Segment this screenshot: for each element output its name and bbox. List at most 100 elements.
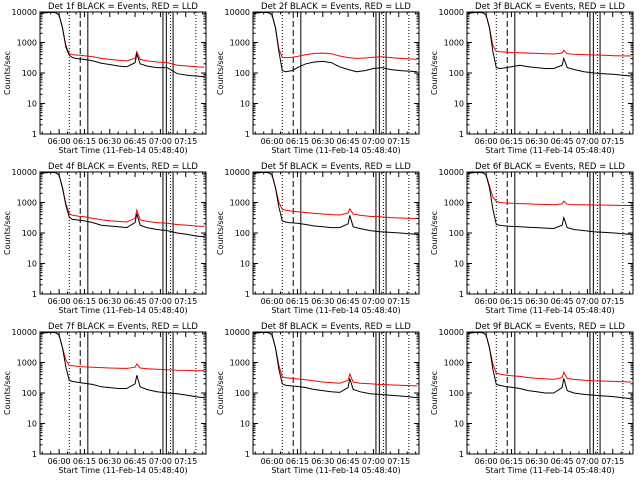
y-tick-label: 1000 — [230, 359, 250, 368]
y-tick-label: 10 — [27, 260, 37, 269]
y-tick-label: 1000 — [444, 359, 464, 368]
y-tick-label: 10000 — [225, 8, 250, 17]
plot-frame — [466, 11, 634, 135]
x-tick-label: 06:15 — [286, 297, 309, 306]
x-tick-label: 06:30 — [98, 297, 121, 306]
x-tick-label: 06:00 — [261, 137, 284, 146]
x-tick-label: 06:15 — [73, 137, 96, 146]
y-axis-label: Counts/sec — [430, 371, 439, 415]
y-tick-label: 100 — [449, 69, 464, 78]
x-tick-label: 06:00 — [261, 457, 284, 466]
y-tick-label: 100 — [22, 229, 37, 238]
events-series-line — [40, 171, 205, 238]
events-series-line — [253, 11, 418, 73]
y-tick-label: 1000 — [444, 39, 464, 48]
panel-title: Det 8f BLACK = Events, RED = LLD — [261, 322, 411, 332]
panel-7: Det 7f BLACK = Events, RED = LLD 1 10 100 10… — [3, 322, 207, 475]
x-tick-label: 07:00 — [576, 297, 599, 306]
y-tick-label: 1000 — [230, 199, 250, 208]
x-tick-label: 06:30 — [525, 137, 548, 146]
y-tick-label: 1 — [32, 130, 37, 139]
y-tick-label: 100 — [449, 229, 464, 238]
x-tick-label: 07:15 — [601, 297, 624, 306]
x-tick-label: 06:15 — [286, 137, 309, 146]
x-tick-label: 06:00 — [475, 137, 498, 146]
y-tick-label: 1 — [459, 450, 464, 459]
lld-series-line — [40, 11, 205, 68]
x-tick-label: 06:45 — [124, 137, 147, 146]
y-tick-label: 1000 — [17, 39, 37, 48]
panel-6: Det 6f BLACK = Events, RED = LLD 1 10 100 10… — [430, 162, 634, 315]
y-tick-label: 10000 — [439, 8, 464, 17]
x-tick-label: 07:15 — [387, 137, 410, 146]
x-tick-label: 07:00 — [362, 457, 385, 466]
x-tick-label: 07:15 — [174, 137, 197, 146]
panel-9: Det 9f BLACK = Events, RED = LLD 1 10 100 10… — [430, 322, 634, 475]
x-tick-label: 07:00 — [576, 137, 599, 146]
y-tick-label: 1 — [32, 450, 37, 459]
y-tick-label: 10 — [240, 420, 250, 429]
x-tick-label: 06:15 — [500, 457, 523, 466]
x-tick-label: 06:15 — [500, 137, 523, 146]
panel-2: Det 2f BLACK = Events, RED = LLD 1 10 100 10… — [216, 2, 420, 155]
x-tick-label: 06:15 — [73, 457, 96, 466]
x-tick-label: 07:15 — [601, 457, 624, 466]
events-series-line — [40, 11, 205, 78]
lld-series-line — [253, 11, 418, 60]
y-tick-label: 10000 — [225, 328, 250, 337]
lld-series-line — [467, 171, 632, 206]
y-tick-label: 1 — [459, 130, 464, 139]
x-axis-label: Start Time (11-Feb-14 05:48:40) — [485, 146, 614, 155]
x-tick-label: 07:15 — [387, 297, 410, 306]
plot-frame — [39, 331, 207, 455]
y-tick-label: 100 — [449, 389, 464, 398]
x-tick-label: 06:00 — [475, 457, 498, 466]
x-tick-label: 06:45 — [337, 457, 360, 466]
y-axis-label: Counts/sec — [3, 211, 12, 255]
plot-frame — [252, 11, 420, 135]
y-axis-label: Counts/sec — [3, 371, 12, 415]
x-tick-label: 06:00 — [48, 457, 71, 466]
events-series-line — [467, 171, 632, 235]
y-tick-label: 1000 — [230, 39, 250, 48]
panel-title: Det 4f BLACK = Events, RED = LLD — [48, 162, 198, 172]
y-tick-label: 10000 — [439, 168, 464, 177]
y-tick-label: 1000 — [17, 359, 37, 368]
x-tick-label: 06:15 — [286, 457, 309, 466]
x-axis-label: Start Time (11-Feb-14 05:48:40) — [485, 306, 614, 315]
x-tick-label: 06:45 — [551, 457, 574, 466]
x-tick-label: 07:15 — [387, 457, 410, 466]
x-tick-label: 07:00 — [576, 457, 599, 466]
x-tick-label: 07:15 — [601, 137, 624, 146]
panel-title: Det 1f BLACK = Events, RED = LLD — [48, 2, 198, 12]
x-tick-label: 07:15 — [174, 297, 197, 306]
x-tick-label: 06:00 — [48, 137, 71, 146]
y-tick-label: 100 — [22, 389, 37, 398]
panel-title: Det 9f BLACK = Events, RED = LLD — [475, 322, 625, 332]
y-axis-label: Counts/sec — [216, 211, 225, 255]
y-axis-label: Counts/sec — [430, 211, 439, 255]
lld-series-line — [253, 331, 418, 387]
events-series-line — [467, 331, 632, 400]
events-series-line — [253, 171, 418, 235]
panel-title: Det 2f BLACK = Events, RED = LLD — [261, 2, 411, 12]
plot-frame — [39, 171, 207, 295]
panel-title: Det 7f BLACK = Events, RED = LLD — [48, 322, 198, 332]
x-tick-label: 06:45 — [551, 137, 574, 146]
y-tick-label: 10000 — [225, 168, 250, 177]
y-tick-label: 1 — [245, 130, 250, 139]
panel-4: Det 4f BLACK = Events, RED = LLD 1 10 100 10… — [3, 162, 207, 315]
y-axis-label: Counts/sec — [216, 51, 225, 95]
y-axis-label: Counts/sec — [430, 51, 439, 95]
x-tick-label: 07:00 — [149, 137, 172, 146]
x-axis-label: Start Time (11-Feb-14 05:48:40) — [58, 466, 187, 475]
x-axis-label: Start Time (11-Feb-14 05:48:40) — [271, 306, 400, 315]
y-tick-label: 1 — [32, 290, 37, 299]
x-axis-label: Start Time (11-Feb-14 05:48:40) — [485, 466, 614, 475]
x-tick-label: 06:00 — [475, 297, 498, 306]
panel-title: Det 5f BLACK = Events, RED = LLD — [261, 162, 411, 172]
x-tick-label: 06:30 — [311, 137, 334, 146]
panel-3: Det 3f BLACK = Events, RED = LLD 1 10 100 10… — [430, 2, 634, 155]
x-tick-label: 06:15 — [73, 297, 96, 306]
